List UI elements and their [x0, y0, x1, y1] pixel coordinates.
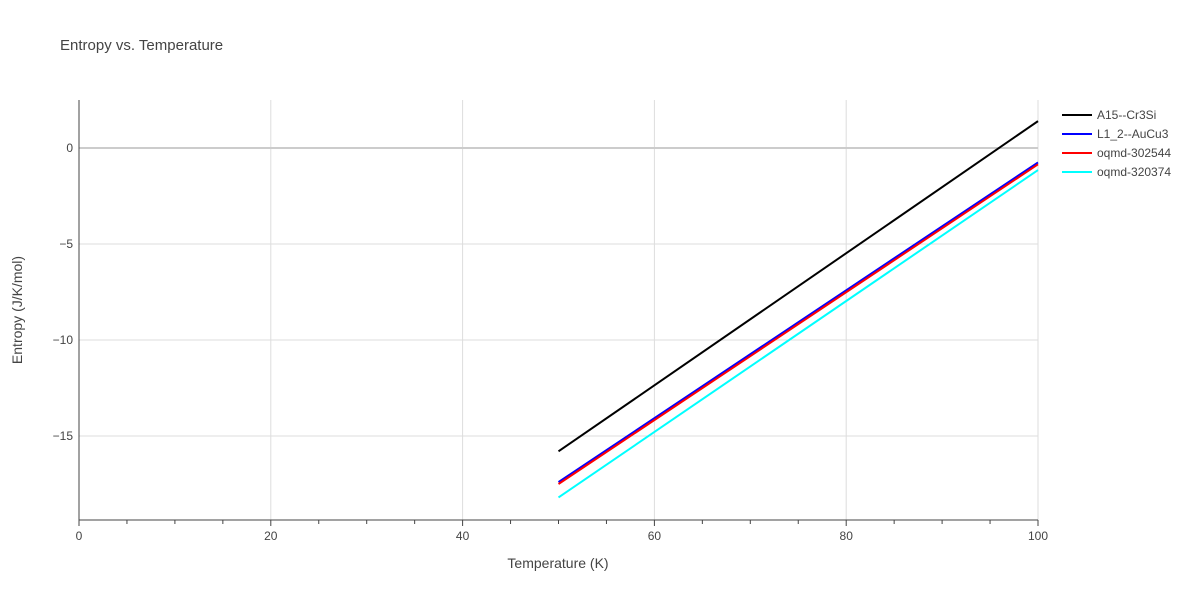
chart-title: Entropy vs. Temperature	[60, 37, 224, 54]
y-tick-label: −15	[53, 429, 74, 443]
y-tick-label: −5	[59, 237, 73, 251]
x-tick-label: 0	[76, 529, 83, 543]
y-axis-label: Entropy (J/K/mol)	[9, 256, 25, 364]
y-tick-label: −10	[53, 333, 74, 347]
x-tick-label: 40	[456, 529, 470, 543]
legend-label: A15--Cr3Si	[1097, 108, 1156, 122]
x-tick-label: 100	[1028, 529, 1048, 543]
legend-label: oqmd-320374	[1097, 165, 1171, 179]
legend: A15--Cr3Si L1_2--AuCu3 oqmd-302544 oqmd-320…	[1062, 108, 1171, 179]
x-tick-label: 80	[840, 529, 854, 543]
series-line	[557, 120, 1039, 453]
legend-label: oqmd-302544	[1097, 146, 1171, 160]
series-line	[557, 169, 1039, 499]
x-tick-label: 20	[264, 529, 278, 543]
x-tick-label: 60	[648, 529, 662, 543]
x-axis-label: Temperature (K)	[507, 555, 608, 571]
y-tick-label: 0	[66, 141, 73, 155]
legend-label: L1_2--AuCu3	[1097, 127, 1169, 141]
series-line	[557, 161, 1039, 483]
series-line	[557, 163, 1039, 485]
